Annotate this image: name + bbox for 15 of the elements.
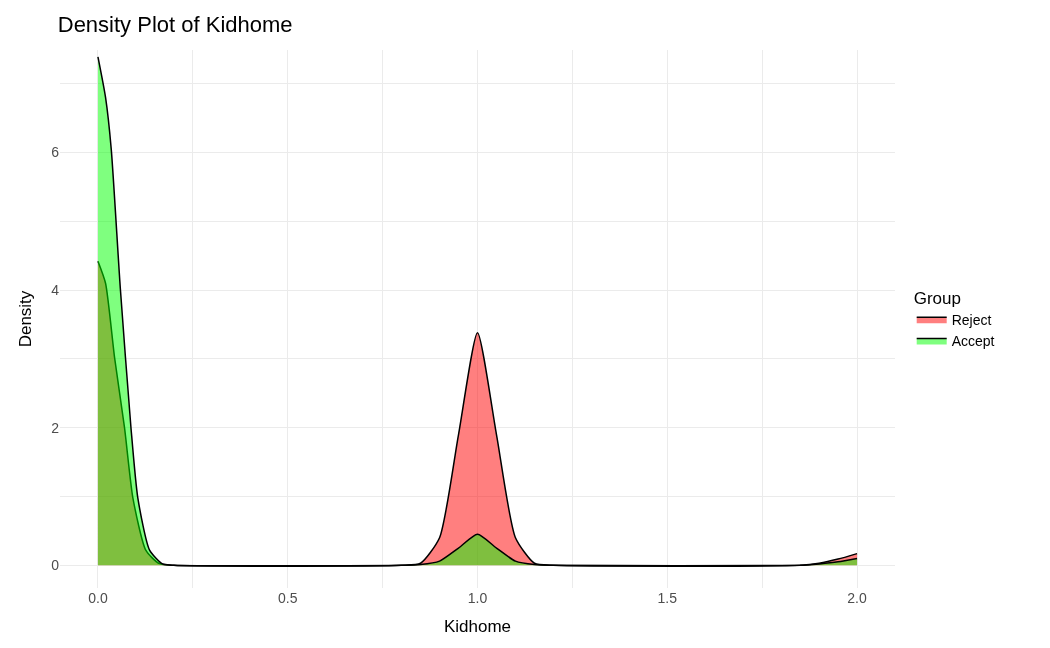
x-tick-label: 2.0 bbox=[847, 590, 867, 606]
legend-label: Reject bbox=[951, 311, 992, 328]
x-tick-label: 1.5 bbox=[657, 590, 678, 606]
y-tick-label: 2 bbox=[51, 419, 60, 436]
x-tick-label: 1.0 bbox=[467, 590, 488, 606]
x-axis-title: Kidhome bbox=[443, 617, 512, 637]
y-tick-label: 6 bbox=[51, 144, 60, 161]
x-tick-label: 0.5 bbox=[278, 590, 298, 606]
chart-title: Density Plot of Kidhome bbox=[57, 11, 293, 37]
y-tick-label: 4 bbox=[51, 282, 60, 298]
legend-title: Group bbox=[913, 288, 961, 308]
legend-label: Accept bbox=[951, 332, 995, 349]
y-tick-label: 0 bbox=[51, 557, 60, 574]
y-axis-title: Density bbox=[15, 290, 35, 348]
x-tick-label: 0.0 bbox=[88, 590, 108, 606]
